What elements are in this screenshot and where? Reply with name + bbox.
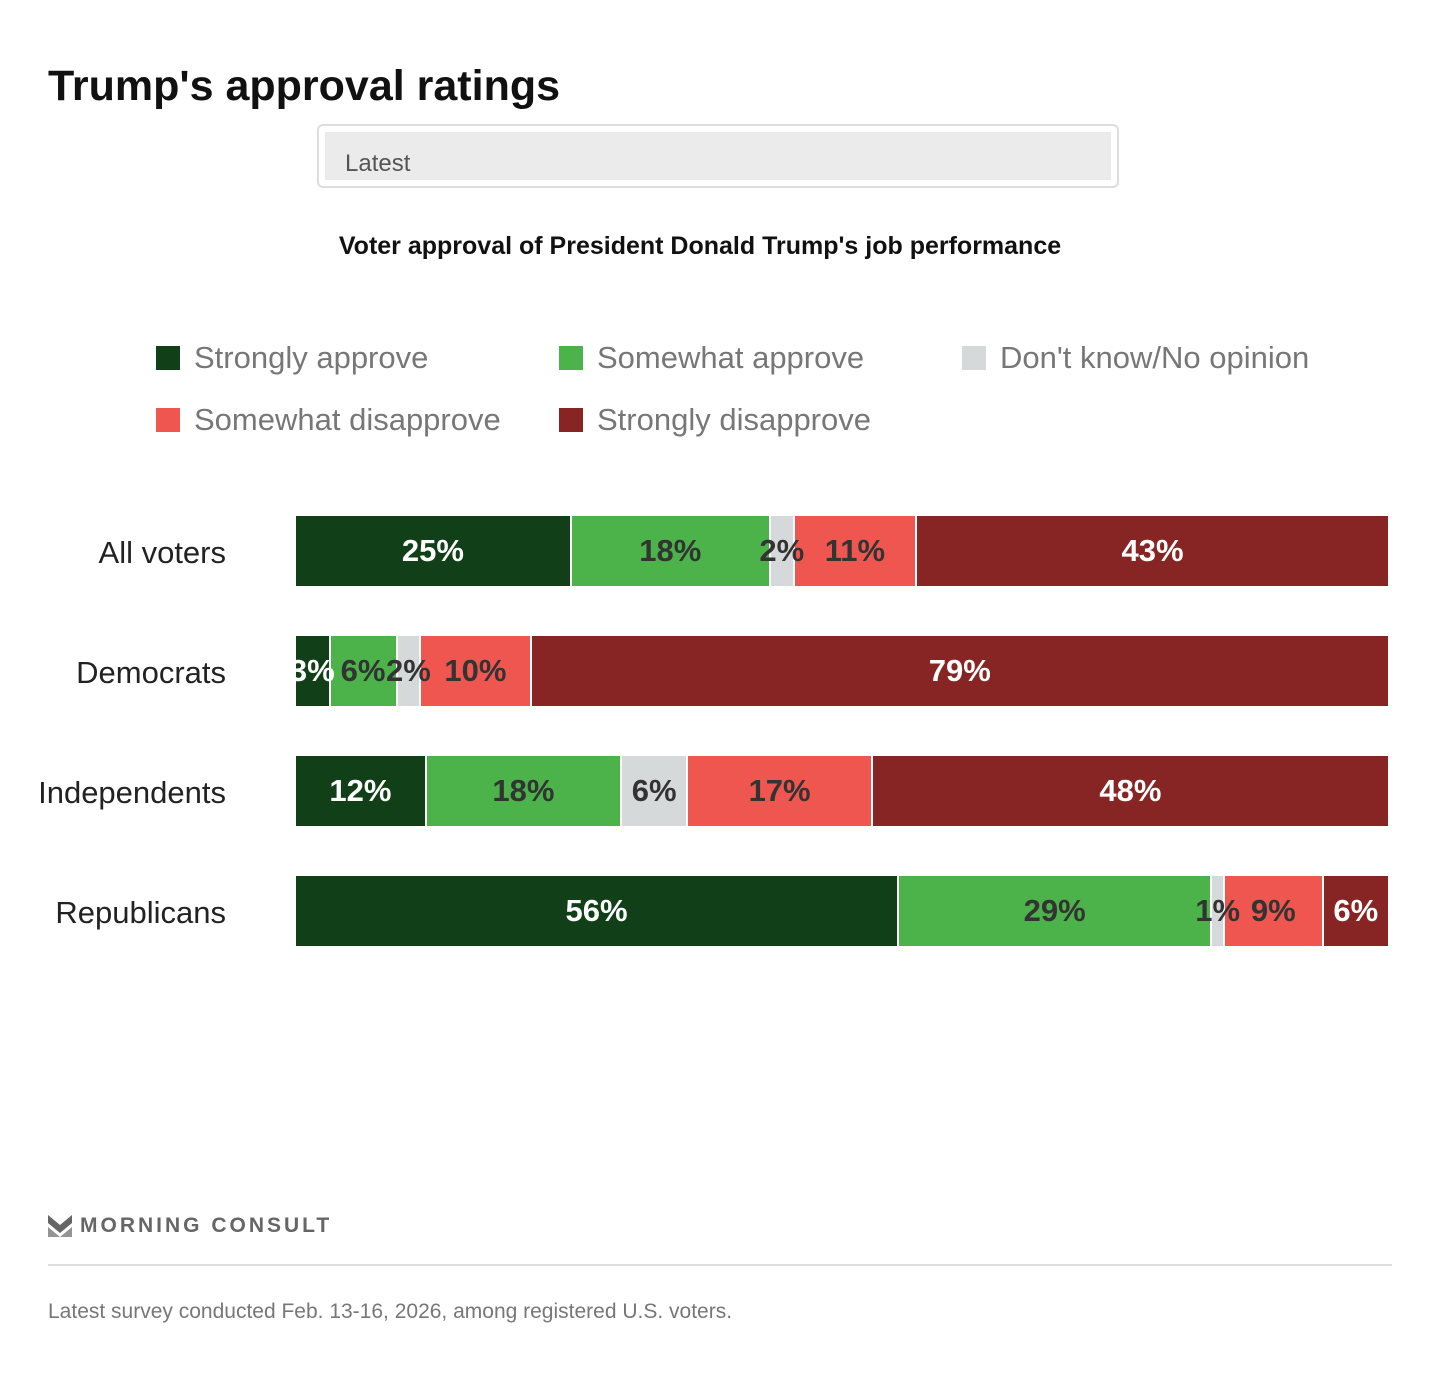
bar-segment: 6% [1323,876,1388,946]
dropdown-selected[interactable]: Latest [325,132,1111,180]
bar-segment: 11% [794,516,918,586]
data-label: 18% [639,533,702,568]
legend-item: Somewhat disapprove [156,402,501,438]
data-label: 17% [748,773,811,808]
legend-label: Somewhat approve [597,340,865,375]
stacked-bar: 25% 18% 2% 11% 43% [296,516,1388,586]
bar-segment: 25% [296,516,572,586]
data-label: 1% [1195,893,1241,928]
bar-segment: 2% [759,516,804,586]
legend-swatch [962,346,986,370]
data-label: 18% [492,773,555,808]
footnote: Latest survey conducted Feb. 13-16, 2026… [48,1300,733,1323]
bar-segment: 48% [872,756,1388,826]
period-dropdown[interactable]: Latest [317,124,1119,188]
bar-row: All voters 25% 18% 2% 11% 43% [0,516,1388,586]
legend-label: Strongly approve [194,340,429,375]
legend-item: Strongly approve [156,340,428,376]
data-label: 6% [1333,893,1379,928]
legend-label: Strongly disapprove [597,402,871,437]
chart-title: Voter approval of President Donald Trump… [338,232,1062,260]
bar-segment: 9% [1225,876,1324,946]
page-title: Trump's approval ratings [48,62,561,110]
data-label: 29% [1023,893,1086,928]
stacked-bar: 3% 6% 2% 10% 79% [290,636,1389,706]
category-label: Independents [38,775,226,810]
legend-swatch [156,346,180,370]
category-label: Republicans [55,895,226,930]
data-label: 56% [565,893,628,928]
legend-label: Don't know/No opinion [1000,340,1310,375]
bar-segment: 1% [1195,876,1240,946]
legend-label: Somewhat disapprove [194,402,501,437]
bar-segment: 18% [571,516,771,586]
bar-segment: 3% [290,636,335,706]
bar-segment: 17% [688,756,873,826]
bar-segment: 79% [531,636,1389,706]
bar-segment: 10% [421,636,532,706]
bar-segment: 6% [621,756,689,826]
bar-segment: 56% [296,876,900,946]
data-label: 43% [1121,533,1184,568]
category-label: Democrats [76,655,226,690]
legend-item: Don't know/No opinion [962,340,1309,376]
brand-name: MORNING CONSULT [80,1214,333,1237]
bar-segment: 12% [296,756,427,826]
bar-segment: 6% [330,636,398,706]
data-label: 6% [340,653,386,688]
data-label: 48% [1099,773,1162,808]
data-label: 11% [824,533,886,568]
stacked-bar: 12% 18% 6% 17% 48% [296,756,1388,826]
bar-row: Republicans 56% 29% 1% 9% 6% [0,876,1388,946]
bar-row: Independents 12% 18% 6% 17% 48% [0,756,1388,826]
data-label: 10% [444,653,507,688]
bar-segment: 2% [386,636,431,706]
legend-swatch [156,408,180,432]
data-label: 2% [759,533,805,568]
bar-segment: 18% [426,756,622,826]
data-label: 25% [401,533,464,568]
legend-item: Strongly disapprove [559,402,871,438]
data-label: 3% [289,653,335,688]
stacked-bar: 56% 29% 1% 9% 6% [296,876,1388,946]
data-label: 12% [329,773,392,808]
data-label: 2% [386,653,431,688]
category-label: All voters [98,535,226,570]
bar-row: Democrats 3% 6% 2% 10% 79% [0,636,1389,706]
data-label: 79% [928,653,991,688]
brand-logo: MORNING CONSULT [48,1214,332,1238]
legend-item: Somewhat approve [559,340,864,376]
data-label: 9% [1250,893,1296,928]
legend-swatch [559,408,583,432]
data-label: 6% [631,773,677,808]
legend-swatch [559,346,583,370]
bar-segment: 29% [899,876,1213,946]
morning-consult-logo-icon [48,1215,72,1237]
divider [48,1264,1392,1266]
bar-segment: 43% [917,516,1388,586]
